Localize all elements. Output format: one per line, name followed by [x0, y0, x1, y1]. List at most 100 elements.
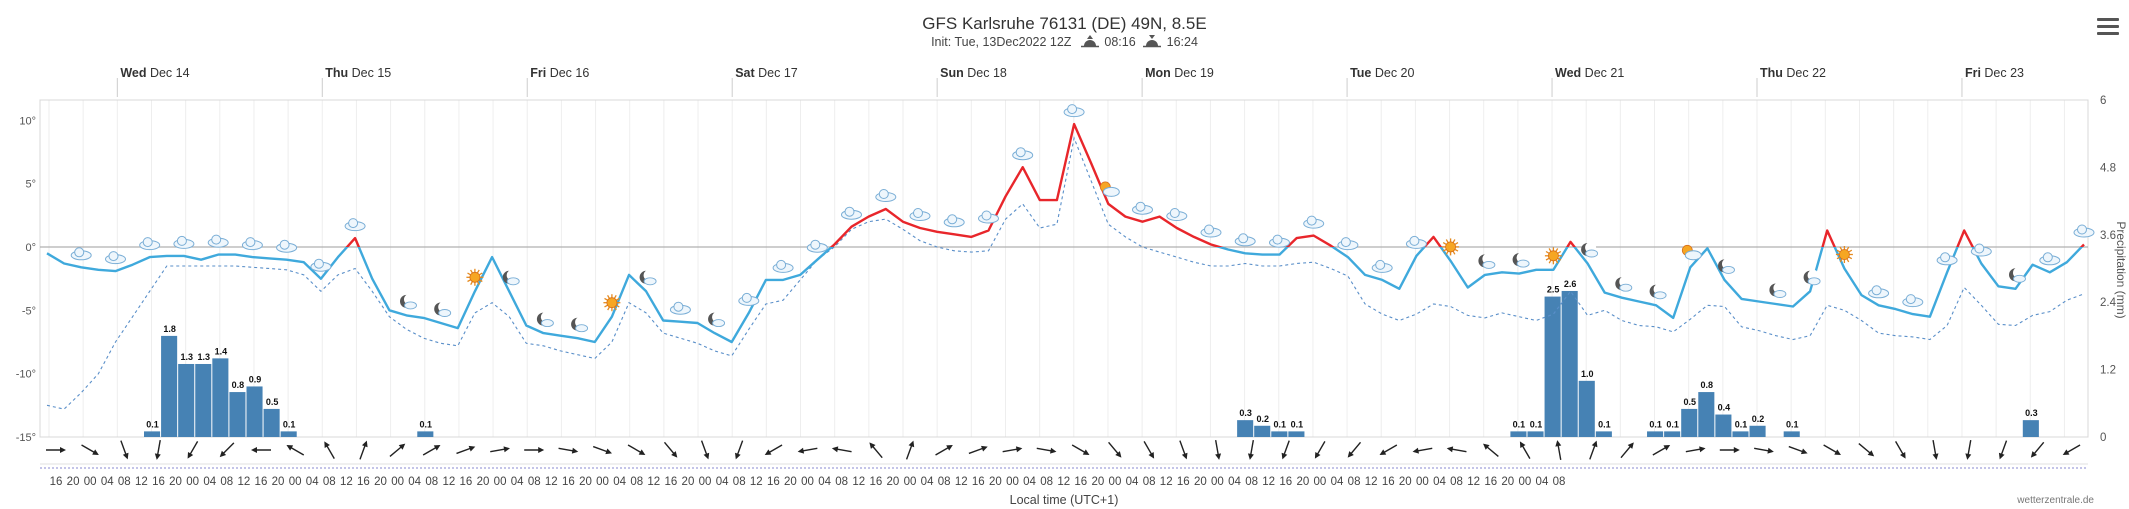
moon-cloud-icon: [536, 311, 554, 328]
sun-ray: [476, 281, 480, 286]
wind-arrow-icon: [1620, 442, 1634, 459]
wind-arrow-head: [361, 440, 368, 448]
moon-cloud: [540, 319, 554, 328]
hour-tick: 04: [511, 476, 524, 488]
hour-tick: 12: [545, 476, 558, 488]
precip-label: 1.4: [215, 346, 228, 356]
cloud-icon: [344, 218, 366, 232]
cloud-puff: [1272, 234, 1283, 245]
precip-label: 0.1: [1649, 419, 1662, 429]
temperature-line-cold: [46, 247, 2084, 344]
hour-tick: 12: [955, 476, 968, 488]
wind-arrow-head: [538, 447, 545, 453]
hour-tick: 08: [1143, 476, 1156, 488]
wind-arrow-icon: [1788, 445, 1808, 455]
y-left-tick: -10°: [16, 369, 36, 381]
precip-label: 1.3: [198, 352, 211, 362]
moon-cloud: [2013, 274, 2026, 283]
hamburger-menu-icon[interactable]: [2097, 18, 2119, 36]
hour-tick: 12: [1365, 476, 1378, 488]
precip-bar: [212, 358, 229, 437]
hour-tick: 08: [323, 476, 336, 488]
hour-tick: 00: [1314, 476, 1327, 488]
sun-ray: [615, 304, 620, 308]
hour-tick: 16: [869, 476, 882, 488]
cloud-icon: [669, 301, 691, 315]
sun-ray: [607, 294, 610, 299]
cloud-puff: [279, 239, 290, 250]
plot-frame: [39, 99, 2089, 438]
wind-arrow-icon: [1754, 447, 1774, 454]
precip-bar: [280, 431, 297, 437]
cloud-icon: [1012, 147, 1034, 161]
sun-ray: [1545, 250, 1550, 254]
cloud-icon: [1269, 234, 1290, 248]
sun-ray: [470, 281, 473, 286]
precip-label: 0.1: [1291, 419, 1304, 429]
wind-arrow-head: [187, 451, 194, 459]
moon-cloud-icon: [1649, 283, 1667, 300]
precip-bar: [1271, 431, 1288, 437]
wind-arrow-icon: [120, 440, 129, 460]
sun-disc: [469, 271, 481, 283]
wind-arrow-icon: [1214, 440, 1222, 460]
sun-ray: [1548, 259, 1552, 264]
hour-tick: 04: [716, 476, 729, 488]
y-right-tick: 2.4: [2100, 297, 2117, 309]
hour-tick: 20: [1296, 476, 1309, 488]
day-labels: Wed Dec 14 Thu Dec 15 Fri Dec 16 Sat Dec 17…: [116, 66, 2024, 97]
day-label: Mon Dec 19: [1145, 66, 1214, 80]
wind-arrow-head: [1412, 447, 1419, 454]
sun-ray: [615, 297, 620, 301]
precip-bar: [1288, 431, 1305, 437]
cloud-puff: [2042, 252, 2053, 263]
hour-tick: 16: [50, 476, 63, 488]
day-label: Sun Dec 18: [940, 66, 1007, 80]
wind-arrow-head: [1347, 451, 1354, 458]
sun-ray: [1545, 257, 1550, 261]
wind-arrow-icon: [2062, 444, 2081, 455]
cloud-puff: [776, 259, 787, 270]
wind-arrow-head: [92, 449, 99, 455]
cloud-puff: [1015, 147, 1026, 158]
y-right-tick: 0: [2100, 432, 2106, 444]
moon-cloud: [1482, 260, 1496, 269]
wind-arrow-icon: [1932, 440, 1939, 460]
temperature-line-warm: [345, 122, 2085, 247]
cloud-puff: [2077, 224, 2087, 235]
moon-cloud-icon: [2009, 267, 2026, 283]
cloud-puff: [1238, 233, 1249, 244]
wind-arrow-head: [1834, 449, 1841, 455]
wind-arrow-icon: [869, 442, 883, 459]
wind-arrow-head: [1015, 446, 1023, 453]
moon-cloud: [1585, 249, 1599, 258]
init-label: Init: Tue, 13Dec2022 12Z: [931, 35, 1072, 49]
day-label: Thu Dec 15: [325, 66, 391, 80]
hour-tick: 20: [1399, 476, 1412, 488]
day-label: Wed Dec 21: [1555, 66, 1624, 80]
sun-ray: [1442, 248, 1447, 252]
sun-icon: [466, 268, 484, 286]
wind-arrow-icon: [592, 445, 612, 455]
hour-tick: 16: [357, 476, 370, 488]
cloud-puff: [810, 239, 821, 250]
hour-tick: 20: [477, 476, 490, 488]
precip-bar: [1254, 425, 1271, 437]
moon-cloud-icon: [708, 311, 726, 328]
wind-arrow-head: [398, 443, 406, 450]
wind-arrow-icon: [456, 445, 476, 455]
hour-tick: 16: [972, 476, 985, 488]
wind-arrow-head: [638, 449, 646, 455]
precip-label: 0.8: [1701, 380, 1714, 390]
cloud-puff: [1375, 259, 1386, 270]
wind-arrow-head: [219, 450, 227, 458]
precip-bar: [195, 363, 212, 437]
wind-arrow-icon: [1719, 447, 1740, 453]
precip-label: 1.0: [1581, 369, 1594, 379]
wind-arrow-icon: [1071, 444, 1090, 455]
precip-label: 0.1: [146, 419, 159, 429]
moon-cloud: [1722, 265, 1735, 274]
cloud-puff: [1135, 201, 1146, 212]
wind-arrow-icon: [251, 447, 271, 453]
